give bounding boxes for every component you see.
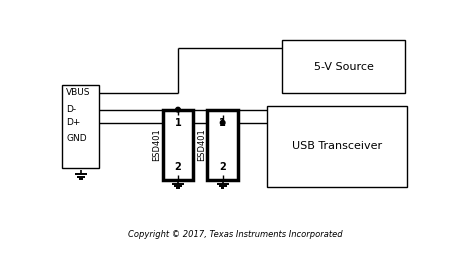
Text: 1: 1 — [174, 118, 181, 128]
Text: 5-V Source: 5-V Source — [313, 61, 373, 72]
Text: USB Transceiver: USB Transceiver — [291, 141, 381, 151]
Bar — [212, 160, 232, 175]
Bar — [168, 160, 188, 175]
Bar — [266, 106, 406, 187]
Bar — [212, 115, 232, 131]
Bar — [62, 85, 99, 168]
Bar — [207, 110, 238, 181]
Text: ESD401: ESD401 — [196, 129, 205, 162]
Text: 2: 2 — [219, 162, 225, 172]
Bar — [162, 110, 193, 181]
Text: VBUS: VBUS — [66, 88, 91, 97]
Bar — [281, 40, 404, 93]
Circle shape — [175, 107, 180, 112]
Text: Copyright © 2017, Texas Instruments Incorporated: Copyright © 2017, Texas Instruments Inco… — [128, 230, 342, 239]
Text: ESD401: ESD401 — [152, 129, 161, 162]
Text: 1: 1 — [219, 118, 225, 128]
Circle shape — [220, 120, 224, 125]
Bar — [168, 115, 188, 131]
Text: D-: D- — [66, 105, 76, 114]
Text: 2: 2 — [174, 162, 181, 172]
Text: GND: GND — [66, 134, 87, 143]
Text: D+: D+ — [66, 118, 80, 127]
